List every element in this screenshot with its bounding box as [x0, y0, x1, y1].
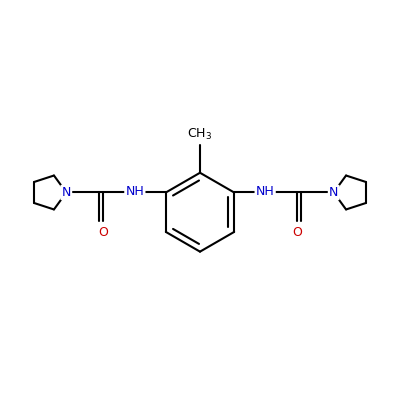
- Text: N: N: [62, 186, 71, 199]
- Text: NH: NH: [126, 185, 144, 198]
- Text: O: O: [98, 226, 108, 239]
- Text: O: O: [292, 226, 302, 239]
- Text: NH: NH: [256, 185, 274, 198]
- Text: CH$_3$: CH$_3$: [188, 127, 212, 142]
- Text: N: N: [329, 186, 338, 199]
